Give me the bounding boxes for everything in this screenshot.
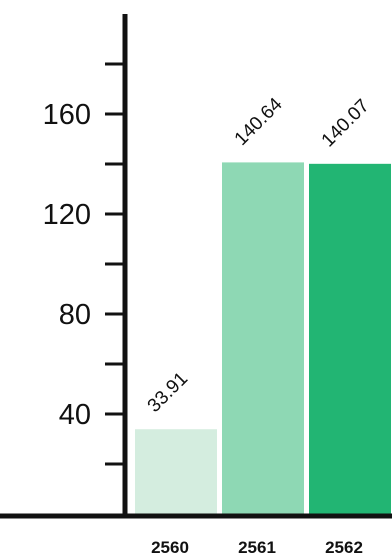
bars-layer [135, 162, 391, 514]
x-tick-label-2562: 2562 [325, 538, 363, 557]
x-tick-label-2560: 2560 [151, 538, 189, 557]
y-tick-label-120: 120 [43, 199, 91, 231]
value-label-2562: 140.07 [318, 95, 374, 151]
x-axis: 2560 2561 2562 [0, 513, 392, 557]
value-label-2561: 140.64 [231, 94, 287, 150]
value-label-2560: 33.91 [144, 368, 192, 416]
x-tick-label-2561: 2561 [238, 538, 276, 557]
y-tick-label-80: 80 [59, 299, 91, 331]
bar-2561 [222, 162, 304, 514]
bar-2562 [309, 163, 391, 514]
y-axis: 40 80 120 160 [43, 14, 128, 514]
y-tick-label-160: 160 [43, 99, 91, 131]
y-tick-label-40: 40 [59, 399, 91, 431]
bar-2560 [135, 429, 217, 514]
